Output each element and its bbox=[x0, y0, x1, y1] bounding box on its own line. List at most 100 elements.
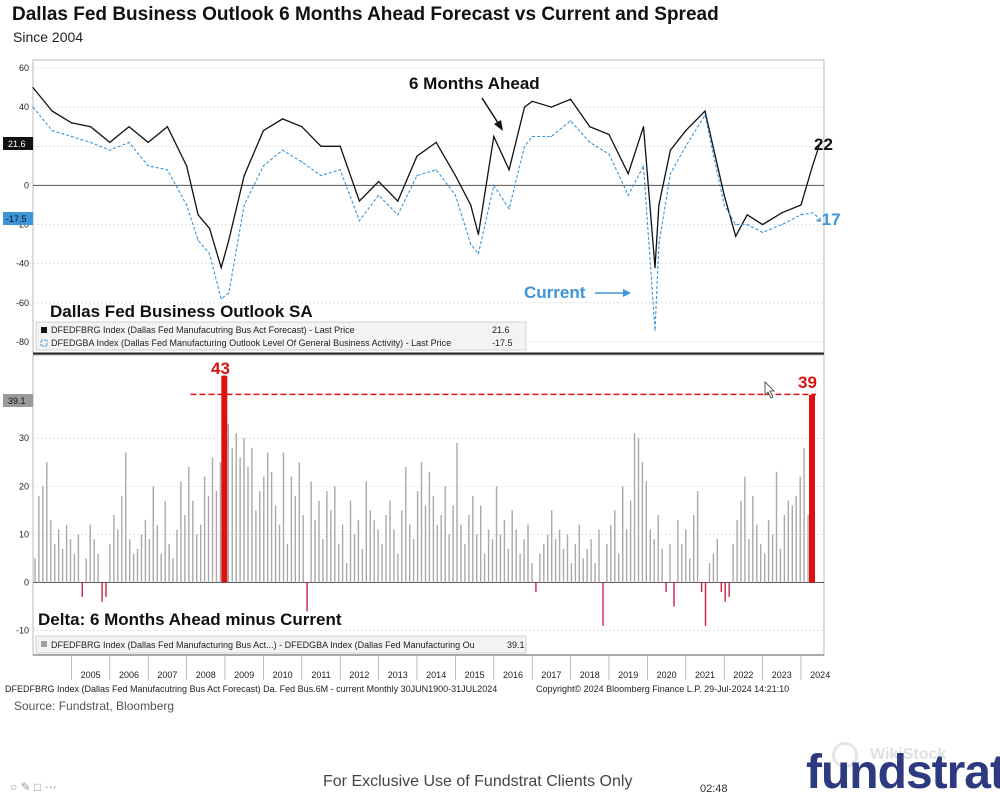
spread-bar bbox=[211, 457, 214, 583]
forecast-point bbox=[627, 173, 629, 175]
spread-bar bbox=[436, 524, 438, 583]
spread-bar bbox=[152, 486, 154, 583]
x-tick-year: 2016 bbox=[503, 670, 523, 680]
spread-bar bbox=[247, 467, 249, 583]
current-point bbox=[531, 135, 533, 138]
x-tick-year: 2022 bbox=[733, 670, 753, 680]
x-tick-year: 2019 bbox=[618, 670, 638, 680]
spread-bar bbox=[590, 539, 592, 583]
spread-bar bbox=[598, 529, 600, 583]
spread-bar bbox=[184, 515, 186, 583]
top-panel-title: Dallas Fed Business Outlook SA bbox=[50, 302, 313, 321]
bottom-panel-title: Delta: 6 Months Ahead minus Current bbox=[38, 610, 342, 629]
current-point bbox=[608, 153, 610, 155]
spread-bar bbox=[799, 476, 801, 583]
spread-bar bbox=[302, 515, 304, 583]
x-tick-year: 2024 bbox=[810, 670, 830, 680]
forecast-point bbox=[228, 239, 230, 241]
y-tick-bottom: -10 bbox=[16, 626, 29, 636]
spread-bar bbox=[192, 500, 194, 583]
spread-bar bbox=[93, 539, 95, 583]
player-prev-icon[interactable]: ○ bbox=[10, 780, 18, 794]
spread-bar bbox=[207, 495, 210, 583]
current-point bbox=[658, 243, 660, 245]
spread-bar bbox=[85, 558, 87, 583]
current-last-badge-text: -17.5 bbox=[6, 214, 27, 224]
forecast-point bbox=[819, 141, 821, 143]
current-point bbox=[397, 214, 399, 216]
spread-bar bbox=[298, 462, 300, 583]
spread-bar bbox=[196, 534, 198, 583]
spread-last-badge bbox=[3, 394, 33, 407]
spread-bar bbox=[160, 553, 162, 583]
six-months-arrow-head bbox=[494, 120, 503, 131]
forecast-point bbox=[301, 126, 303, 128]
spread-bar bbox=[570, 563, 573, 583]
spread-bar bbox=[239, 457, 241, 583]
spread-bar bbox=[472, 495, 474, 583]
spread-bar bbox=[397, 553, 399, 583]
spread-bar bbox=[322, 539, 324, 583]
forecast-point bbox=[704, 110, 706, 112]
spread-bar bbox=[614, 510, 616, 583]
forecast-point bbox=[209, 227, 211, 230]
x-tick-year: 2023 bbox=[772, 670, 792, 680]
current-point bbox=[51, 130, 53, 132]
legend-spread-swatch bbox=[41, 641, 47, 647]
current-point bbox=[301, 161, 303, 163]
spread-bar bbox=[483, 553, 486, 583]
spread-bar bbox=[594, 563, 596, 583]
spread-bar bbox=[752, 495, 754, 583]
spread-bar bbox=[38, 495, 40, 583]
forecast-point bbox=[435, 141, 437, 143]
forecast-point bbox=[608, 133, 610, 136]
bloomberg-footer-left: DFEDFBRG Index (Dallas Fed Manufacutring… bbox=[5, 684, 498, 694]
spread-bar bbox=[657, 515, 659, 583]
spread-bar bbox=[278, 524, 281, 583]
spread-bar bbox=[543, 544, 545, 583]
spread-bar bbox=[775, 471, 778, 583]
spread-bar bbox=[681, 544, 683, 583]
spread-bar bbox=[219, 462, 222, 583]
player-more-icon[interactable]: ⋯ bbox=[44, 780, 57, 794]
forecast-point bbox=[493, 135, 495, 138]
spread-bar bbox=[69, 539, 72, 583]
spread-bar bbox=[704, 582, 707, 626]
legend-current-value: -17.5 bbox=[492, 338, 513, 348]
spread-bar bbox=[700, 582, 703, 593]
forecast-point bbox=[658, 204, 660, 206]
player-pen-icon[interactable]: ✎ bbox=[20, 780, 31, 794]
forecast-point bbox=[339, 145, 341, 147]
forecast-point bbox=[723, 194, 725, 196]
spread-bar bbox=[527, 524, 529, 583]
y-tick-bottom: 10 bbox=[19, 529, 29, 539]
spread-bar bbox=[547, 534, 549, 583]
spread-bar bbox=[365, 481, 367, 583]
current-point bbox=[454, 194, 456, 196]
current-label: Current bbox=[524, 283, 586, 302]
forecast-point bbox=[70, 122, 72, 124]
spread-bar bbox=[341, 524, 344, 583]
spread-bar bbox=[54, 544, 56, 583]
current-point bbox=[243, 204, 245, 206]
spread-bar bbox=[764, 553, 766, 583]
spread-bar bbox=[610, 524, 612, 583]
current-point bbox=[493, 184, 495, 186]
forecast-point bbox=[642, 126, 645, 128]
spread-bar bbox=[420, 462, 423, 583]
x-tick-year: 2008 bbox=[196, 670, 216, 680]
spread-bar bbox=[791, 505, 793, 583]
legend-current-swatch bbox=[40, 339, 48, 347]
spread-bar bbox=[787, 500, 789, 583]
spread-bar bbox=[81, 582, 83, 597]
spread-last-badge-text: 39.1 bbox=[8, 396, 26, 406]
forecast-point bbox=[589, 126, 591, 128]
player-controls[interactable]: ○ ✎ □ ⋯ bbox=[10, 780, 57, 794]
spread-bar bbox=[460, 524, 462, 583]
mouse-cursor-icon bbox=[764, 381, 775, 399]
spread-bar bbox=[665, 582, 667, 593]
x-tick-year: 2009 bbox=[234, 670, 254, 680]
spread-bar bbox=[42, 486, 44, 583]
player-screen-icon[interactable]: □ bbox=[34, 780, 42, 794]
